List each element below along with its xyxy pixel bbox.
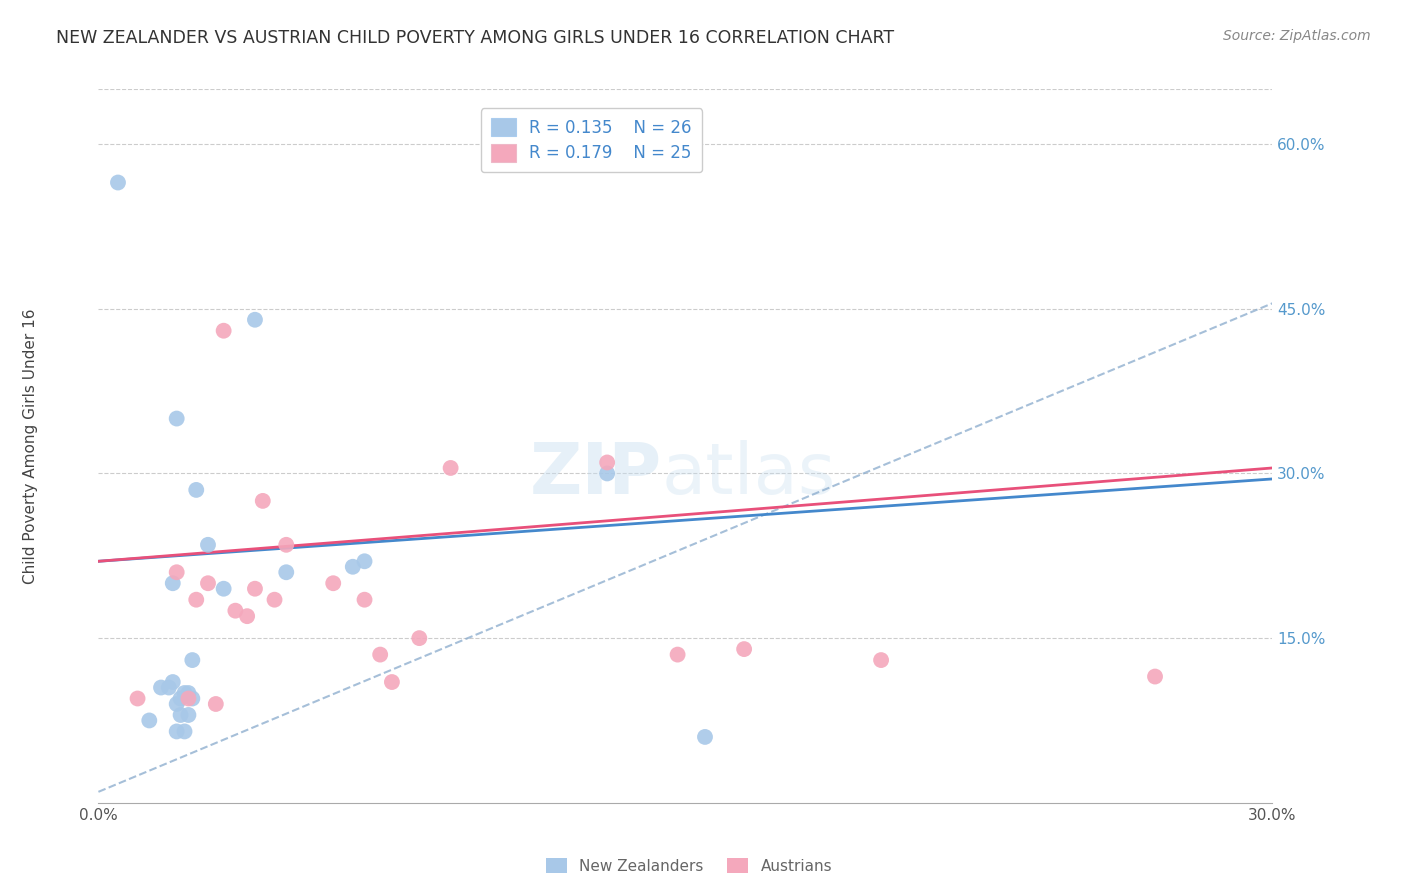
Point	[252, 494, 274, 508]
Point	[150, 681, 173, 695]
Point	[173, 686, 195, 700]
Point	[666, 648, 689, 662]
Point	[381, 675, 404, 690]
Point	[212, 582, 235, 596]
Point	[186, 483, 208, 497]
Point	[243, 312, 266, 326]
Text: NEW ZEALANDER VS AUSTRIAN CHILD POVERTY AMONG GIRLS UNDER 16 CORRELATION CHART: NEW ZEALANDER VS AUSTRIAN CHILD POVERTY …	[56, 29, 894, 46]
Point	[408, 631, 430, 645]
Point	[166, 566, 188, 580]
Text: Child Poverty Among Girls Under 16: Child Poverty Among Girls Under 16	[24, 309, 38, 583]
Point	[177, 691, 200, 706]
Point	[166, 411, 188, 425]
Point	[353, 554, 375, 568]
Legend: New Zealanders, Austrians: New Zealanders, Austrians	[540, 852, 838, 880]
Legend: R = 0.135    N = 26, R = 0.179    N = 25: R = 0.135 N = 26, R = 0.179 N = 25	[481, 108, 702, 172]
Point	[263, 592, 285, 607]
Point	[212, 324, 235, 338]
Point	[276, 566, 298, 580]
Point	[173, 724, 195, 739]
Point	[166, 697, 188, 711]
Point	[177, 708, 200, 723]
Point	[596, 467, 619, 481]
Point	[733, 642, 755, 657]
Point	[157, 681, 180, 695]
Point	[205, 697, 228, 711]
Point	[197, 576, 219, 591]
Point	[177, 686, 200, 700]
Point	[236, 609, 259, 624]
Point	[1144, 669, 1167, 683]
Text: atlas: atlas	[662, 440, 837, 509]
Text: Source: ZipAtlas.com: Source: ZipAtlas.com	[1223, 29, 1371, 43]
Point	[169, 708, 191, 723]
Text: ZIP: ZIP	[530, 440, 662, 509]
Point	[166, 724, 188, 739]
Point	[276, 538, 298, 552]
Point	[596, 455, 619, 469]
Point	[181, 653, 204, 667]
Point	[197, 538, 219, 552]
Point	[243, 582, 266, 596]
Point	[186, 592, 208, 607]
Point	[127, 691, 149, 706]
Point	[353, 592, 375, 607]
Point	[224, 604, 246, 618]
Point	[169, 691, 191, 706]
Point	[322, 576, 344, 591]
Point	[162, 675, 184, 690]
Point	[162, 576, 184, 591]
Point	[440, 461, 463, 475]
Point	[693, 730, 716, 744]
Point	[870, 653, 893, 667]
Point	[107, 176, 129, 190]
Point	[138, 714, 160, 728]
Point	[368, 648, 391, 662]
Point	[342, 559, 364, 574]
Point	[181, 691, 204, 706]
